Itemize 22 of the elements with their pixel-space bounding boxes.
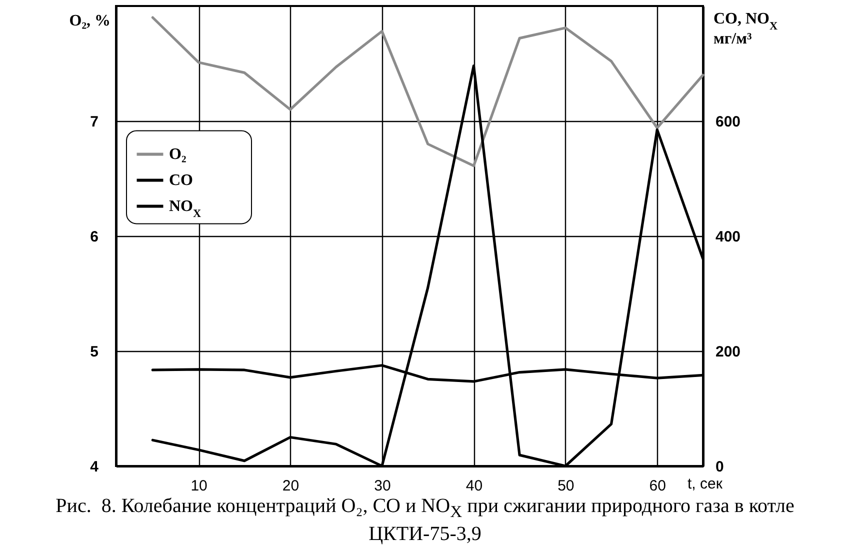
y-tick-label: 5: [90, 344, 98, 360]
x-tick-label: 40: [466, 478, 483, 494]
y-tick-label: 4: [90, 458, 100, 476]
x-tick-label: 30: [374, 478, 391, 494]
line-series: [151, 16, 704, 168]
x-axis-title: t, сек: [688, 476, 723, 492]
legend-label: O₂: [169, 146, 186, 164]
y2-tick-label: 200: [716, 344, 741, 360]
text: CO, NO$_{X}$ мг/м³: [714, 10, 778, 48]
legend-label: NO$_{X}$: [169, 198, 202, 220]
x-tick-label: 10: [190, 478, 208, 494]
legend-label: CO: [169, 172, 193, 190]
y-tick-label: 6: [90, 228, 98, 246]
y-tick-label: 7: [90, 114, 98, 130]
y2-tick-label: 400: [716, 228, 741, 246]
y2-tick-label: 600: [716, 114, 741, 130]
y-axis-title: O₂, %: [69, 12, 110, 30]
x-tick-label: 20: [282, 478, 300, 494]
x-tick-label: 60: [649, 478, 666, 494]
y2-tick-label: 0: [716, 458, 724, 476]
text: Рис. 8. Колебание концентраций O₂, CO и NO$_{X}$ при сжигании природного газа в котле ЦКТИ-75-3,9: [54, 495, 796, 545]
x-tick-label: 50: [558, 478, 574, 494]
